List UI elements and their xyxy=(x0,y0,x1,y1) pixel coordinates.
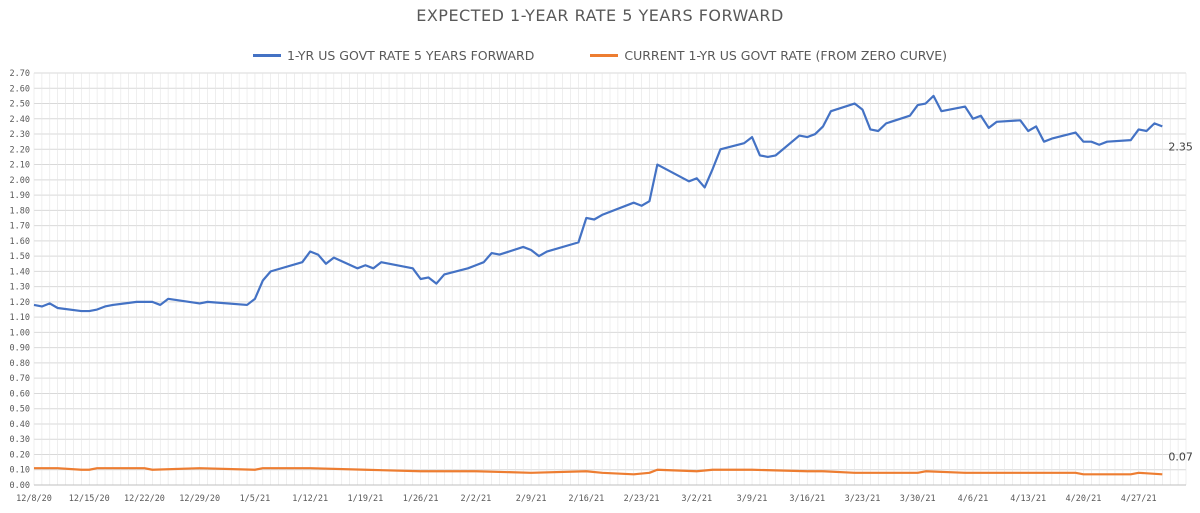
end-value-label: 2.35 xyxy=(1168,140,1193,153)
x-tick-label: 3/30/21 xyxy=(900,494,936,504)
x-tick-label: 2/23/21 xyxy=(624,494,660,504)
x-tick-label: 12/22/20 xyxy=(124,494,165,504)
y-tick-label: 2.60 xyxy=(10,84,30,94)
x-tick-label: 1/5/21 xyxy=(240,494,271,504)
x-tick-label: 3/2/21 xyxy=(681,494,712,504)
y-tick-label: 0.70 xyxy=(10,374,30,384)
y-tick-label: 2.40 xyxy=(10,115,30,125)
legend-item-forward-rate: 1-YR US GOVT RATE 5 YEARS FORWARD xyxy=(252,48,535,63)
end-value-labels: 2.35 0.07 xyxy=(1168,140,1193,463)
y-tick-label: 0.40 xyxy=(10,420,30,430)
x-tick-label: 4/27/21 xyxy=(1121,494,1157,504)
legend-swatch-current-rate xyxy=(590,54,619,57)
y-tick-label: 2.50 xyxy=(10,100,30,110)
x-tick-label: 2/9/21 xyxy=(516,494,547,504)
y-tick-label: 2.10 xyxy=(10,161,30,171)
series-lines xyxy=(33,94,1163,476)
y-tick-label: 0.10 xyxy=(10,466,30,476)
x-tick-label: 1/12/21 xyxy=(292,494,328,504)
x-tick-label: 1/26/21 xyxy=(403,494,439,504)
legend-item-current-rate: CURRENT 1-YR US GOVT RATE (FROM ZERO CUR… xyxy=(590,48,947,63)
legend-label-current-rate: CURRENT 1-YR US GOVT RATE (FROM ZERO CUR… xyxy=(624,48,948,63)
y-tick-label: 0.80 xyxy=(10,359,30,369)
chart-legend: 1-YR US GOVT RATE 5 YEARS FORWARD CURREN… xyxy=(0,48,1200,63)
y-tick-label: 0.00 xyxy=(10,481,30,491)
y-tick-label: 1.90 xyxy=(10,191,30,201)
legend-swatch-forward-rate xyxy=(252,54,281,57)
y-tick-label: 0.60 xyxy=(10,389,30,399)
end-value-label: 0.07 xyxy=(1168,450,1193,463)
grid-lines xyxy=(33,72,1187,486)
y-tick-label: 1.70 xyxy=(10,222,30,232)
y-tick-label: 2.70 xyxy=(10,69,30,79)
x-tick-label: 2/2/21 xyxy=(461,494,492,504)
x-tick-label: 3/16/21 xyxy=(789,494,825,504)
series-line-forward-rate xyxy=(33,94,1163,313)
x-tick-label: 4/6/21 xyxy=(958,494,989,504)
y-axis-tick-labels: 0.00 0.10 0.20 0.30 0.40 0.50 0.60 0.70 0.80 0.90… xyxy=(10,69,30,491)
y-tick-label: 0.20 xyxy=(10,450,30,460)
x-tick-label: 12/8/20 xyxy=(16,494,52,504)
y-tick-label: 1.10 xyxy=(10,313,30,323)
y-tick-label: 1.40 xyxy=(10,267,30,277)
y-tick-label: 1.30 xyxy=(10,283,30,293)
y-tick-label: 2.20 xyxy=(10,145,30,155)
x-tick-label: 12/15/20 xyxy=(69,494,110,504)
y-tick-label: 1.50 xyxy=(10,252,30,262)
y-tick-label: 0.30 xyxy=(10,435,30,445)
x-tick-label: 1/19/21 xyxy=(347,494,383,504)
y-tick-label: 2.30 xyxy=(10,130,30,140)
y-tick-label: 1.00 xyxy=(10,328,30,338)
y-tick-label: 1.80 xyxy=(10,206,30,216)
x-tick-label: 2/16/21 xyxy=(568,494,604,504)
chart-title: EXPECTED 1-YEAR RATE 5 YEARS FORWARD xyxy=(416,6,784,25)
x-tick-label: 3/9/21 xyxy=(737,494,768,504)
x-tick-label: 3/23/21 xyxy=(845,494,881,504)
y-tick-label: 0.90 xyxy=(10,344,30,354)
legend-label-forward-rate: 1-YR US GOVT RATE 5 YEARS FORWARD xyxy=(286,48,535,63)
x-tick-label: 12/29/20 xyxy=(179,494,220,504)
series-line-current-rate xyxy=(34,467,1163,476)
y-tick-label: 2.00 xyxy=(10,176,30,186)
y-tick-label: 1.20 xyxy=(10,298,30,308)
x-axis-tick-labels: 12/8/20 12/15/20 12/22/20 12/29/20 1/5/21 1/1… xyxy=(16,494,1156,504)
x-tick-label: 4/20/21 xyxy=(1066,494,1102,504)
y-tick-label: 1.60 xyxy=(10,237,30,247)
x-tick-label: 4/13/21 xyxy=(1010,494,1046,504)
y-tick-label: 0.50 xyxy=(10,405,30,415)
